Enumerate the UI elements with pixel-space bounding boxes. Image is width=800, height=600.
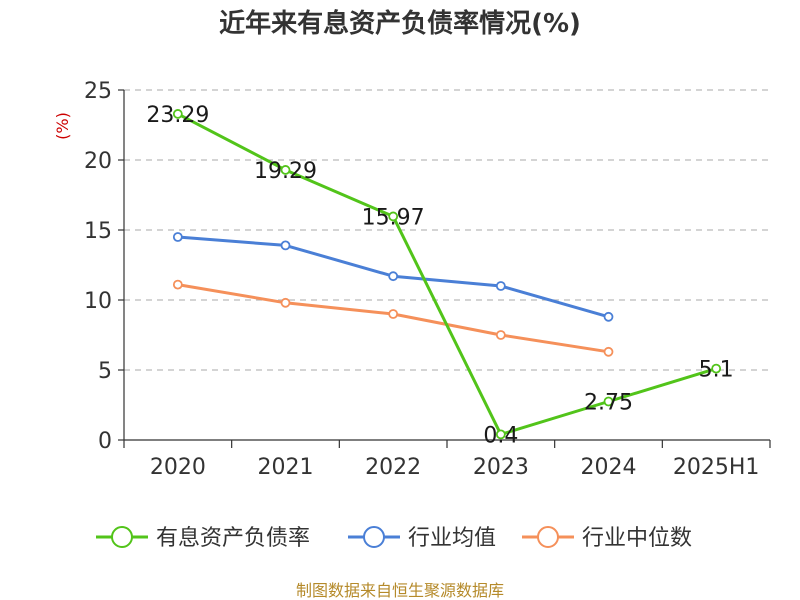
series-1 (172, 232, 614, 322)
chart-title: 近年来有息资产负债率情况(%) (219, 8, 581, 39)
data-point (388, 309, 399, 319)
y-tick-label: 15 (84, 219, 112, 244)
x-tick-label: 2021 (258, 455, 314, 480)
data-point (172, 279, 183, 290)
axes: 0 5 10 15 20 25 2020 2021 2022 2023 2024 2025H1 (84, 79, 771, 480)
legend-label: 行业中位数 (582, 526, 692, 551)
data-point (495, 281, 506, 291)
data-point (711, 363, 722, 374)
data-point (603, 396, 614, 407)
data-point (172, 232, 183, 242)
data-point (280, 240, 291, 251)
legend: 有息资产负债率 行业均值 行业中位数 (96, 526, 692, 551)
x-tick-label: 2023 (473, 455, 529, 480)
data-point (280, 165, 291, 175)
source-note: 制图数据来自恒生聚源数据库 (296, 581, 504, 600)
data-point (603, 346, 614, 357)
x-tick-label: 2022 (365, 455, 421, 480)
series-layer (172, 109, 722, 440)
data-point (280, 297, 291, 308)
data-point (495, 330, 506, 340)
legend-label: 有息资产负债率 (156, 526, 310, 551)
y-tick-label: 5 (98, 359, 112, 384)
y-tick-label: 25 (84, 79, 112, 104)
data-point (603, 311, 614, 322)
series-2 (172, 279, 614, 357)
series-line (177, 112, 717, 436)
legend-marker (363, 526, 385, 548)
legend-item: 行业中位数 (522, 526, 692, 551)
y-tick-label: 10 (84, 289, 112, 314)
y-tick-label: 0 (98, 429, 112, 454)
legend-marker (537, 526, 559, 548)
data-point (388, 211, 399, 222)
legend-item: 行业均值 (348, 526, 496, 551)
x-tick-label: 2020 (150, 455, 206, 480)
series-0 (172, 109, 722, 440)
data-point (172, 109, 183, 119)
data-label: 2.75 (584, 391, 633, 416)
data-label: 0.4 (483, 423, 518, 448)
data-label: 15.97 (362, 205, 425, 230)
legend-item: 有息资产负债率 (96, 526, 310, 551)
data-point (388, 271, 399, 282)
legend-marker (111, 526, 133, 548)
x-tick-label: 2024 (581, 455, 637, 480)
y-axis-unit: (%) (53, 112, 72, 140)
data-point (495, 429, 506, 440)
data-label: 19.29 (254, 159, 317, 184)
data-label: 23.29 (146, 103, 209, 128)
legend-label: 行业均值 (408, 526, 496, 551)
y-tick-label: 20 (84, 149, 112, 174)
grid-lines (124, 89, 770, 371)
x-tick-label: 2025H1 (673, 455, 760, 480)
data-labels: 23.29 19.29 15.97 0.4 2.75 5.1 (146, 103, 733, 448)
data-label: 5.1 (699, 358, 734, 383)
